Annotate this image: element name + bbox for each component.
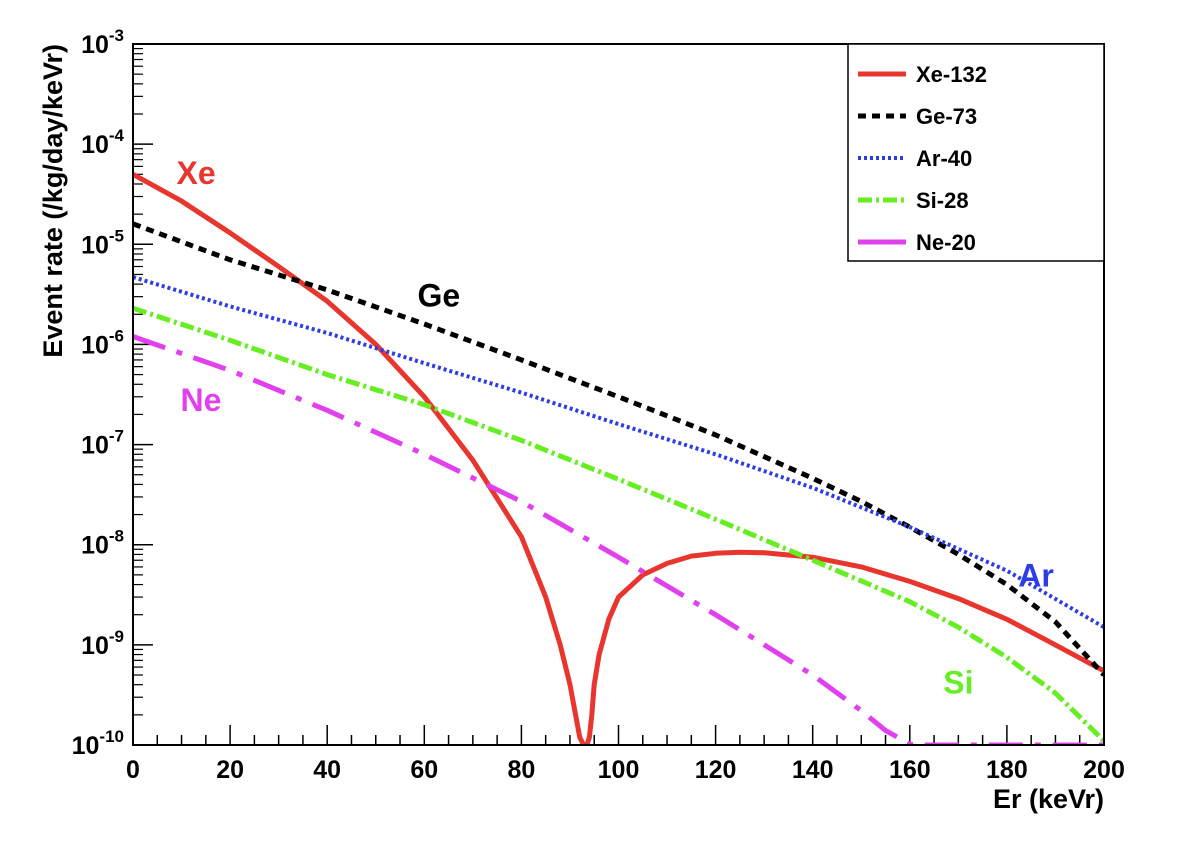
- x-tick-label: 200: [1083, 756, 1125, 784]
- x-axis-title: Er (keVr): [993, 784, 1104, 814]
- series-layer: [133, 172, 1104, 745]
- x-tick-label: 180: [986, 756, 1028, 784]
- y-tick-label: 10-9: [81, 627, 124, 660]
- y-tick-label: 10-6: [81, 326, 124, 359]
- y-tick-label: 10-3: [81, 26, 124, 59]
- y-tick-label: 10-8: [81, 527, 124, 560]
- series-annotation-ge: Ge: [418, 278, 461, 314]
- series-annotation-si: Si: [943, 665, 973, 701]
- plot-frame: [132, 43, 1105, 746]
- x-tick-label: 160: [889, 756, 931, 784]
- x-tick-label: 100: [598, 756, 640, 784]
- x-tick-label: 80: [507, 756, 535, 784]
- axis-ticks: [132, 43, 1105, 746]
- series-annotation-xe: Xe: [177, 155, 216, 191]
- y-tick-label: 10-5: [81, 226, 124, 259]
- y-tick-label: 10-7: [81, 427, 124, 460]
- series-line-ge-73: [133, 221, 1104, 677]
- series-line-xe-132: [133, 172, 1104, 745]
- x-tick-label: 120: [695, 756, 737, 784]
- legend: Xe-132 Ge-73 Ar-40 Si-28 Ne-20: [847, 43, 1105, 262]
- x-tick-labels: 0 20 40 60 80 100 120 140 160 180 200: [126, 756, 1125, 784]
- series-annotations: Xe Ge Ar Si Ne: [177, 155, 1054, 700]
- y-axis-title: Event rate (/kg/day/keVr): [38, 44, 68, 358]
- y-tick-labels: 10-10 10-9 10-8 10-7 10-6 10-5 10-4 10-3: [72, 26, 125, 760]
- legend-label-ne-20: Ne-20: [916, 230, 976, 255]
- y-tick-label: 10-4: [81, 126, 124, 159]
- x-tick-label: 40: [313, 756, 341, 784]
- legend-label-ar-40: Ar-40: [916, 146, 972, 171]
- legend-box: [847, 43, 1105, 262]
- legend-label-ge-73: Ge-73: [916, 104, 977, 129]
- legend-label-si-28: Si-28: [916, 188, 969, 213]
- series-line-ar-40: [133, 275, 1104, 629]
- series-line-si-28: [133, 305, 1104, 743]
- y-tick-label: 10-10: [72, 727, 124, 760]
- series-annotation-ne: Ne: [181, 382, 222, 418]
- x-tick-label: 140: [792, 756, 834, 784]
- series-annotation-ar: Ar: [1018, 557, 1054, 593]
- x-tick-label: 60: [410, 756, 438, 784]
- x-tick-label: 20: [216, 756, 244, 784]
- legend-label-xe-132: Xe-132: [916, 62, 987, 87]
- series-line-ne-20: [133, 334, 1104, 745]
- x-tick-label: 0: [126, 756, 140, 784]
